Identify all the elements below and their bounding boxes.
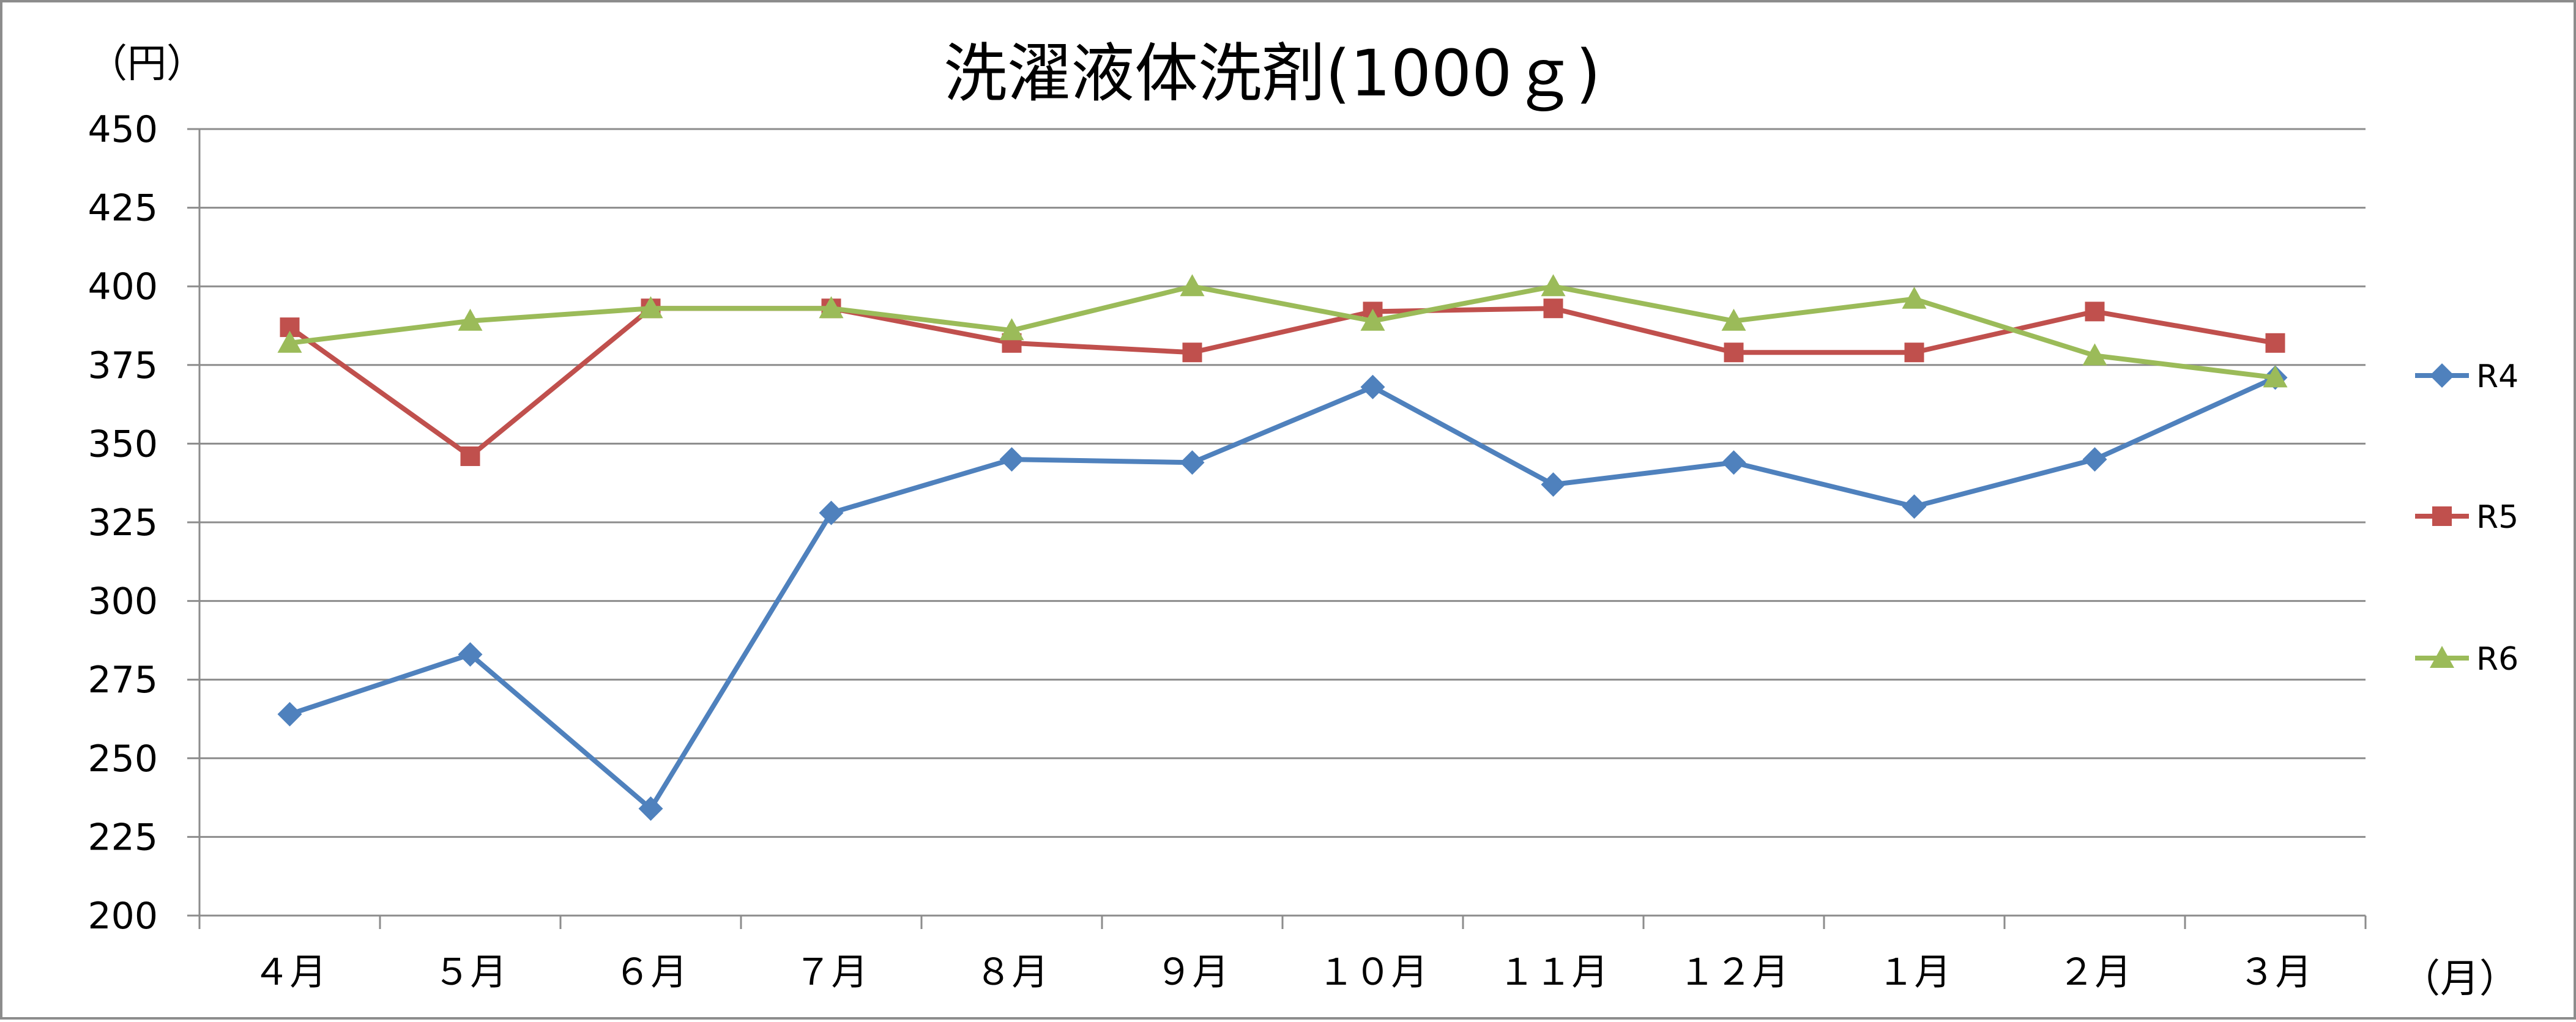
data-point-r6 [1541,274,1566,297]
chart-title: 洗濯液体洗剤(1000ｇ) [944,36,1601,111]
x-tick-label: ８月 [975,951,1049,994]
data-point-r4 [1180,450,1205,475]
data-point-r5 [1182,343,1202,363]
series-line-r5 [288,306,2276,459]
y-tick-label: 350 [87,423,158,465]
data-point-r4 [1360,374,1385,399]
data-point-r5 [2085,302,2105,322]
data-point-r5 [1543,298,1563,319]
x-tick-label: ４月 [253,951,327,994]
x-tick-label: ６月 [614,951,688,994]
legend: R4 R5 R6 [2415,358,2518,678]
data-point-r6 [1902,286,1927,309]
data-point-r4 [1902,494,1927,519]
series-line-r6 [289,284,2276,380]
data-point-r6 [277,330,302,353]
data-point-r5 [460,446,480,466]
data-point-r4 [277,702,302,727]
gridlines [199,128,2366,838]
y-tick-label: 275 [87,659,158,702]
legend-marker-r4 [2430,363,2454,388]
data-point-r6 [1721,308,1746,331]
data-point-r4 [638,796,663,821]
legend-marker-r5 [2432,506,2452,526]
y-tick-label: 425 [87,187,158,230]
x-axis-ticks: ４月 ５月 ６月 ７月 ８月 ９月 １０月 １１月 １２月 １月 ２月 ３月 [198,916,2367,994]
y-tick-label: 300 [87,580,158,623]
y-tick-label: 450 [87,108,158,151]
y-axis-ticks: 200 225 250 275 300 325 350 375 400 425 450 [87,108,199,938]
data-point-r6 [1180,274,1205,297]
y-tick-label: 225 [87,816,158,859]
legend-marker-r6 [2430,646,2454,668]
y-tick-label: 400 [87,265,158,308]
x-axis-unit-label: （月） [2401,957,2518,1002]
data-point-r4 [1721,450,1746,475]
y-tick-label: 325 [87,502,158,544]
data-point-r6 [638,296,663,319]
y-tick-label: 200 [87,895,158,938]
data-point-r5 [2265,333,2285,353]
x-tick-label: ２月 [2058,951,2132,994]
series-r6 [277,274,2288,388]
data-point-r6 [458,308,483,331]
legend-label-r6: R6 [2476,641,2518,678]
series-r4 [277,365,2288,821]
data-point-r6 [819,296,844,319]
legend-label-r4: R4 [2476,358,2518,395]
series-line-r4 [289,375,2277,812]
x-tick-label: ７月 [795,951,868,994]
x-tick-label: １１月 [1498,951,1609,994]
data-point-r5 [1904,343,1924,363]
data-point-r4 [2082,447,2107,472]
y-tick-label: 250 [87,738,158,780]
series-r5 [280,298,2285,466]
x-tick-label: ３月 [2239,951,2312,994]
x-tick-label: １０月 [1318,951,1428,994]
x-tick-label: ９月 [1156,951,1229,994]
data-point-r6 [999,318,1024,341]
series-lines [277,274,2288,821]
data-point-r6 [2263,365,2288,388]
legend-label-r5: R5 [2476,499,2518,536]
x-tick-label: １２月 [1679,951,1789,994]
y-tick-label: 375 [87,344,158,387]
data-point-r6 [2082,343,2107,366]
x-tick-label: １月 [1878,951,1951,994]
y-axis-unit-label: （円） [88,42,206,87]
data-point-r4 [458,642,483,667]
data-point-r5 [1724,343,1744,363]
data-point-r4 [819,500,844,525]
data-point-r4 [999,447,1024,472]
data-point-r6 [1360,308,1385,331]
x-tick-label: ５月 [434,951,507,994]
data-point-r4 [1541,472,1566,497]
